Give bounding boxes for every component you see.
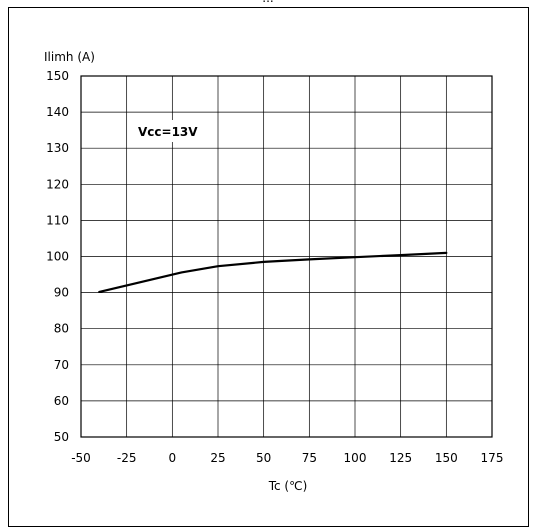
x-tick-label: 100 (344, 451, 367, 465)
annotation-group: Vcc=13V (130, 120, 214, 142)
y-tick-label: 140 (46, 105, 69, 119)
annotation-vcc: Vcc=13V (138, 125, 198, 139)
y-tick-label: 60 (54, 394, 69, 408)
y-tick-label: 90 (54, 286, 69, 300)
y-tick-label: 80 (54, 322, 69, 336)
x-tick-label: -25 (117, 451, 137, 465)
y-tick-label: 100 (46, 250, 69, 264)
annotation-box (130, 120, 214, 142)
x-tick-label: 75 (302, 451, 317, 465)
plot-border (80, 75, 493, 438)
y-tick-label: 120 (46, 177, 69, 191)
y-tick-label: 130 (46, 141, 69, 155)
x-tick-label: 25 (210, 451, 225, 465)
x-tick-label: 150 (435, 451, 458, 465)
series-group (98, 251, 448, 293)
x-tick-label: -50 (71, 451, 91, 465)
x-tick-label: 125 (389, 451, 412, 465)
header-fragment: ... (262, 0, 273, 5)
y-tick-label: 150 (46, 69, 69, 83)
x-axis-label: Tc (℃) (268, 479, 308, 493)
tick-labels: -50 -25 0 25 50 75 100 125 150 175 50 60 70 80 90 100 11… (46, 69, 503, 465)
x-tick-label: 50 (256, 451, 271, 465)
chart: Ilimh (A) Tc (℃) -50 -25 0 25 50 75 100 125 150 1… (44, 50, 503, 493)
y-tick-label: 110 (46, 213, 69, 227)
y-axis-label: Ilimh (A) (44, 50, 95, 64)
series-line-ilimh (98, 251, 448, 293)
x-tick-label: 0 (169, 451, 177, 465)
y-tick-label: 50 (54, 430, 69, 444)
x-tick-label: 175 (481, 451, 504, 465)
chart-frame (8, 7, 529, 527)
y-tick-label: 70 (54, 358, 69, 372)
plot-area-border (80, 75, 493, 438)
